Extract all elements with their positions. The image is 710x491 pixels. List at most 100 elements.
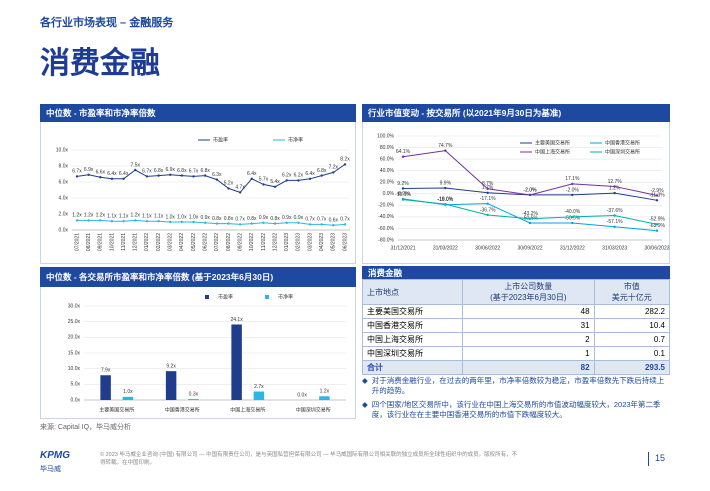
point	[444, 149, 447, 152]
point	[343, 223, 347, 226]
x-tick-label: 中国上海交易所	[230, 406, 265, 413]
point	[110, 220, 114, 223]
x-tick-label: 12/2022	[272, 233, 278, 251]
value-label: 1.0x	[123, 389, 133, 395]
note: ◆ 四个国家/地区交易所中，该行业在中国上海交易所的市值波动幅度较大，2023年第…	[362, 400, 668, 420]
value-label: 0.8x	[247, 216, 257, 222]
bar	[122, 396, 134, 400]
value-label: -40.0%	[564, 209, 580, 215]
cell: 48	[462, 304, 595, 319]
point	[571, 215, 574, 219]
x-tick-label: 09/2022	[237, 233, 243, 251]
value-label: 9.2%	[397, 181, 409, 187]
point	[99, 219, 102, 222]
value-label: 0.7x	[305, 217, 315, 223]
series-line	[77, 219, 346, 226]
value-label: 2.7x	[254, 384, 264, 390]
value-label: 4.7x	[235, 185, 245, 191]
x-tick-label: 12/2021	[133, 233, 139, 251]
point	[262, 221, 265, 224]
point	[613, 225, 616, 228]
bar	[319, 396, 330, 400]
value-label: 6.7x	[189, 169, 199, 175]
point	[250, 222, 253, 225]
header-cell: 上市公司数量 (基于2023年6月30日)	[462, 279, 595, 305]
value-label: 0.8x	[212, 216, 222, 222]
value-label: 1.2x	[84, 213, 94, 219]
legend-swatch	[205, 295, 209, 299]
value-label: 0.7x	[317, 217, 327, 223]
legend-label: 市净率	[278, 293, 293, 300]
value-label: 6.6x	[96, 170, 106, 176]
value-label: 6.8x	[154, 168, 164, 174]
value-label: 74.7%	[438, 143, 453, 149]
x-tick-label: 05/2022	[191, 233, 197, 251]
point	[613, 185, 616, 188]
legend-label: 中国深圳交易所	[605, 148, 640, 155]
value-label: -19.0%	[437, 197, 453, 203]
x-tick-label: 07/2022	[214, 233, 220, 251]
y-tick-label: 10.0x	[56, 147, 69, 153]
y-tick-label: 30.0x	[68, 303, 81, 309]
value-label: -2.9%	[650, 188, 664, 194]
value-label: 9.2x	[166, 364, 176, 370]
value-label: 6.4x	[107, 171, 117, 177]
legend-label: 市净率	[288, 136, 303, 143]
header-text: 上市地点	[367, 287, 399, 297]
y-tick-label: 40.0%	[380, 168, 395, 174]
panel-title: 中位数 - 市盈率和市净率倍数	[40, 104, 356, 122]
point	[401, 155, 405, 158]
x-tick-label: 11/2022	[261, 233, 267, 251]
point	[203, 221, 207, 224]
y-tick-label: 6.0x	[59, 179, 69, 185]
point	[444, 186, 447, 190]
value-label: 5.4x	[270, 179, 280, 185]
value-label: 6.2x	[294, 173, 304, 179]
x-tick-label: 05/2023	[331, 233, 337, 251]
y-tick-label: 15.0x	[68, 350, 81, 356]
value-label: 17.1%	[565, 176, 580, 182]
y-tick-label: 100.0%	[377, 133, 395, 139]
value-label: 0.9x	[282, 215, 292, 221]
cell: 293.5	[593, 360, 671, 375]
x-tick-label: 02/2022	[156, 233, 162, 251]
value-label: 8.2x	[340, 157, 350, 163]
point	[528, 217, 532, 220]
point	[332, 224, 335, 227]
point	[203, 174, 207, 177]
value-label: 0.8x	[270, 216, 280, 222]
x-tick-label: 06/2022	[203, 233, 209, 251]
point	[215, 222, 219, 225]
x-tick-label: 30/09/2022	[517, 245, 542, 251]
value-label: 1.0x	[189, 214, 199, 220]
value-label: -57.1%	[607, 219, 623, 225]
y-tick-label: 80.0%	[380, 145, 395, 151]
row: 主要美国交易所 48 282.2	[361, 304, 671, 319]
legend-label: 市盈率	[213, 136, 228, 143]
cell: 1	[462, 346, 595, 361]
point	[145, 175, 149, 178]
y-tick-label: 5.0x	[71, 382, 81, 388]
x-tick-label: 中国香港交易所	[165, 406, 200, 413]
point	[75, 219, 79, 222]
value-label: 1.1x	[119, 214, 129, 220]
value-label: -37.6%	[607, 208, 623, 214]
panel	[362, 104, 670, 264]
point	[655, 229, 659, 232]
value-label: -43.2%	[522, 211, 538, 217]
x-tick-label: 31/03/2023	[602, 245, 627, 251]
series-line	[76, 163, 346, 193]
value-label: -2.0%	[566, 187, 580, 193]
value-label: -17.1%	[480, 196, 496, 202]
x-tick-label: 31/12/2022	[560, 245, 585, 251]
y-tick-label: 0.0x	[59, 227, 69, 233]
point	[87, 173, 90, 176]
panel	[40, 267, 356, 419]
value-label: 0.6x	[329, 218, 339, 224]
point	[238, 191, 242, 194]
point	[655, 199, 659, 202]
point	[99, 176, 102, 179]
value-label: -50.5%	[564, 215, 580, 221]
point	[613, 191, 616, 195]
y-tick-label: 10.0x	[68, 366, 81, 372]
